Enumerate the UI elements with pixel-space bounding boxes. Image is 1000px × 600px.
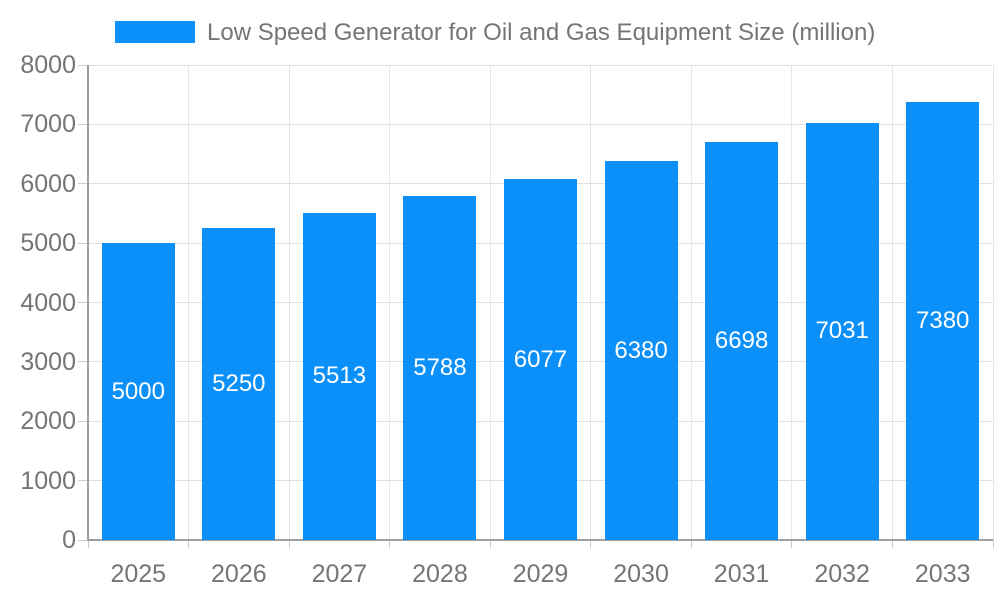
gridline-vertical	[489, 65, 491, 540]
bar: 7380	[906, 101, 980, 540]
x-axis-tick-label: 2030	[613, 560, 669, 588]
y-axis-tick	[78, 242, 88, 244]
x-axis-tick	[389, 540, 391, 548]
legend-swatch	[115, 21, 195, 43]
y-axis-tick	[78, 302, 88, 303]
bar: 7031	[805, 122, 879, 540]
x-axis-tick	[590, 540, 592, 548]
y-axis-tick-label: 3000	[20, 347, 76, 376]
gridline-vertical	[590, 65, 592, 540]
gridline-vertical	[791, 65, 793, 540]
bar: 5513	[302, 212, 376, 540]
bar: 5000	[101, 243, 175, 540]
y-axis-tick-label: 7000	[20, 110, 76, 139]
x-axis-tick	[489, 540, 491, 548]
y-axis-tick	[78, 64, 88, 66]
y-axis-tick	[78, 183, 88, 185]
bar-value-label: 5250	[212, 370, 266, 398]
y-axis-tick	[78, 480, 88, 482]
bar: 6380	[604, 161, 678, 540]
x-axis-tick	[992, 540, 994, 548]
gridline-vertical	[389, 65, 391, 540]
bar: 5788	[403, 196, 477, 540]
x-axis-tick	[891, 540, 893, 548]
x-axis-tick-label: 2026	[211, 560, 267, 588]
x-axis-line	[87, 539, 993, 541]
x-axis-tick-label: 2028	[412, 560, 468, 588]
bar-value-label: 7380	[916, 306, 970, 334]
bar-value-label: 6380	[614, 336, 668, 364]
bar-value-label: 6698	[714, 327, 769, 355]
y-axis-tick-label: 5000	[20, 229, 76, 258]
bar: 6077	[504, 179, 577, 540]
x-axis-tick-label: 2032	[814, 560, 870, 588]
y-axis-tick-label: 4000	[20, 288, 76, 317]
y-axis-tick-label: 2000	[20, 407, 76, 436]
bar-value-label: 6077	[513, 345, 568, 373]
y-axis-tick	[78, 539, 88, 541]
x-axis-tick	[288, 540, 290, 548]
bar: 5250	[202, 228, 276, 540]
bar-value-label: 5788	[413, 354, 467, 382]
y-axis-tick	[78, 361, 88, 363]
x-axis-tick-label: 2025	[110, 560, 167, 588]
bar-value-label: 5000	[111, 377, 165, 405]
y-axis-tick-label: 1000	[20, 466, 76, 495]
x-axis-tick	[188, 540, 190, 548]
bar-value-label: 7031	[815, 317, 869, 345]
gridline-vertical	[288, 65, 290, 540]
gridline-vertical	[690, 65, 692, 540]
gridline-vertical	[992, 65, 994, 540]
x-axis-tick-label: 2029	[512, 560, 569, 588]
y-axis-line	[87, 65, 89, 541]
bar: 6698	[705, 142, 779, 540]
x-axis-tick	[87, 540, 89, 548]
x-axis-tick-label: 2031	[713, 560, 770, 588]
y-axis-tick	[78, 420, 88, 422]
x-axis-tick	[690, 540, 692, 548]
gridline-vertical	[188, 65, 190, 540]
x-axis-tick-label: 2027	[311, 560, 368, 588]
y-axis-tick-label: 8000	[20, 51, 76, 79]
y-axis-tick-label: 6000	[20, 169, 76, 198]
legend-label: Low Speed Generator for Oil and Gas Equi…	[207, 19, 876, 46]
gridline-horizontal	[88, 123, 993, 125]
y-axis-tick-label: 0	[62, 526, 76, 554]
x-axis-tick	[791, 540, 793, 548]
x-axis-tick-label: 2033	[914, 560, 971, 588]
bar-value-label: 5513	[312, 362, 367, 390]
gridline-vertical	[891, 65, 893, 540]
gridline-horizontal	[88, 64, 993, 66]
y-axis-tick	[78, 123, 88, 125]
